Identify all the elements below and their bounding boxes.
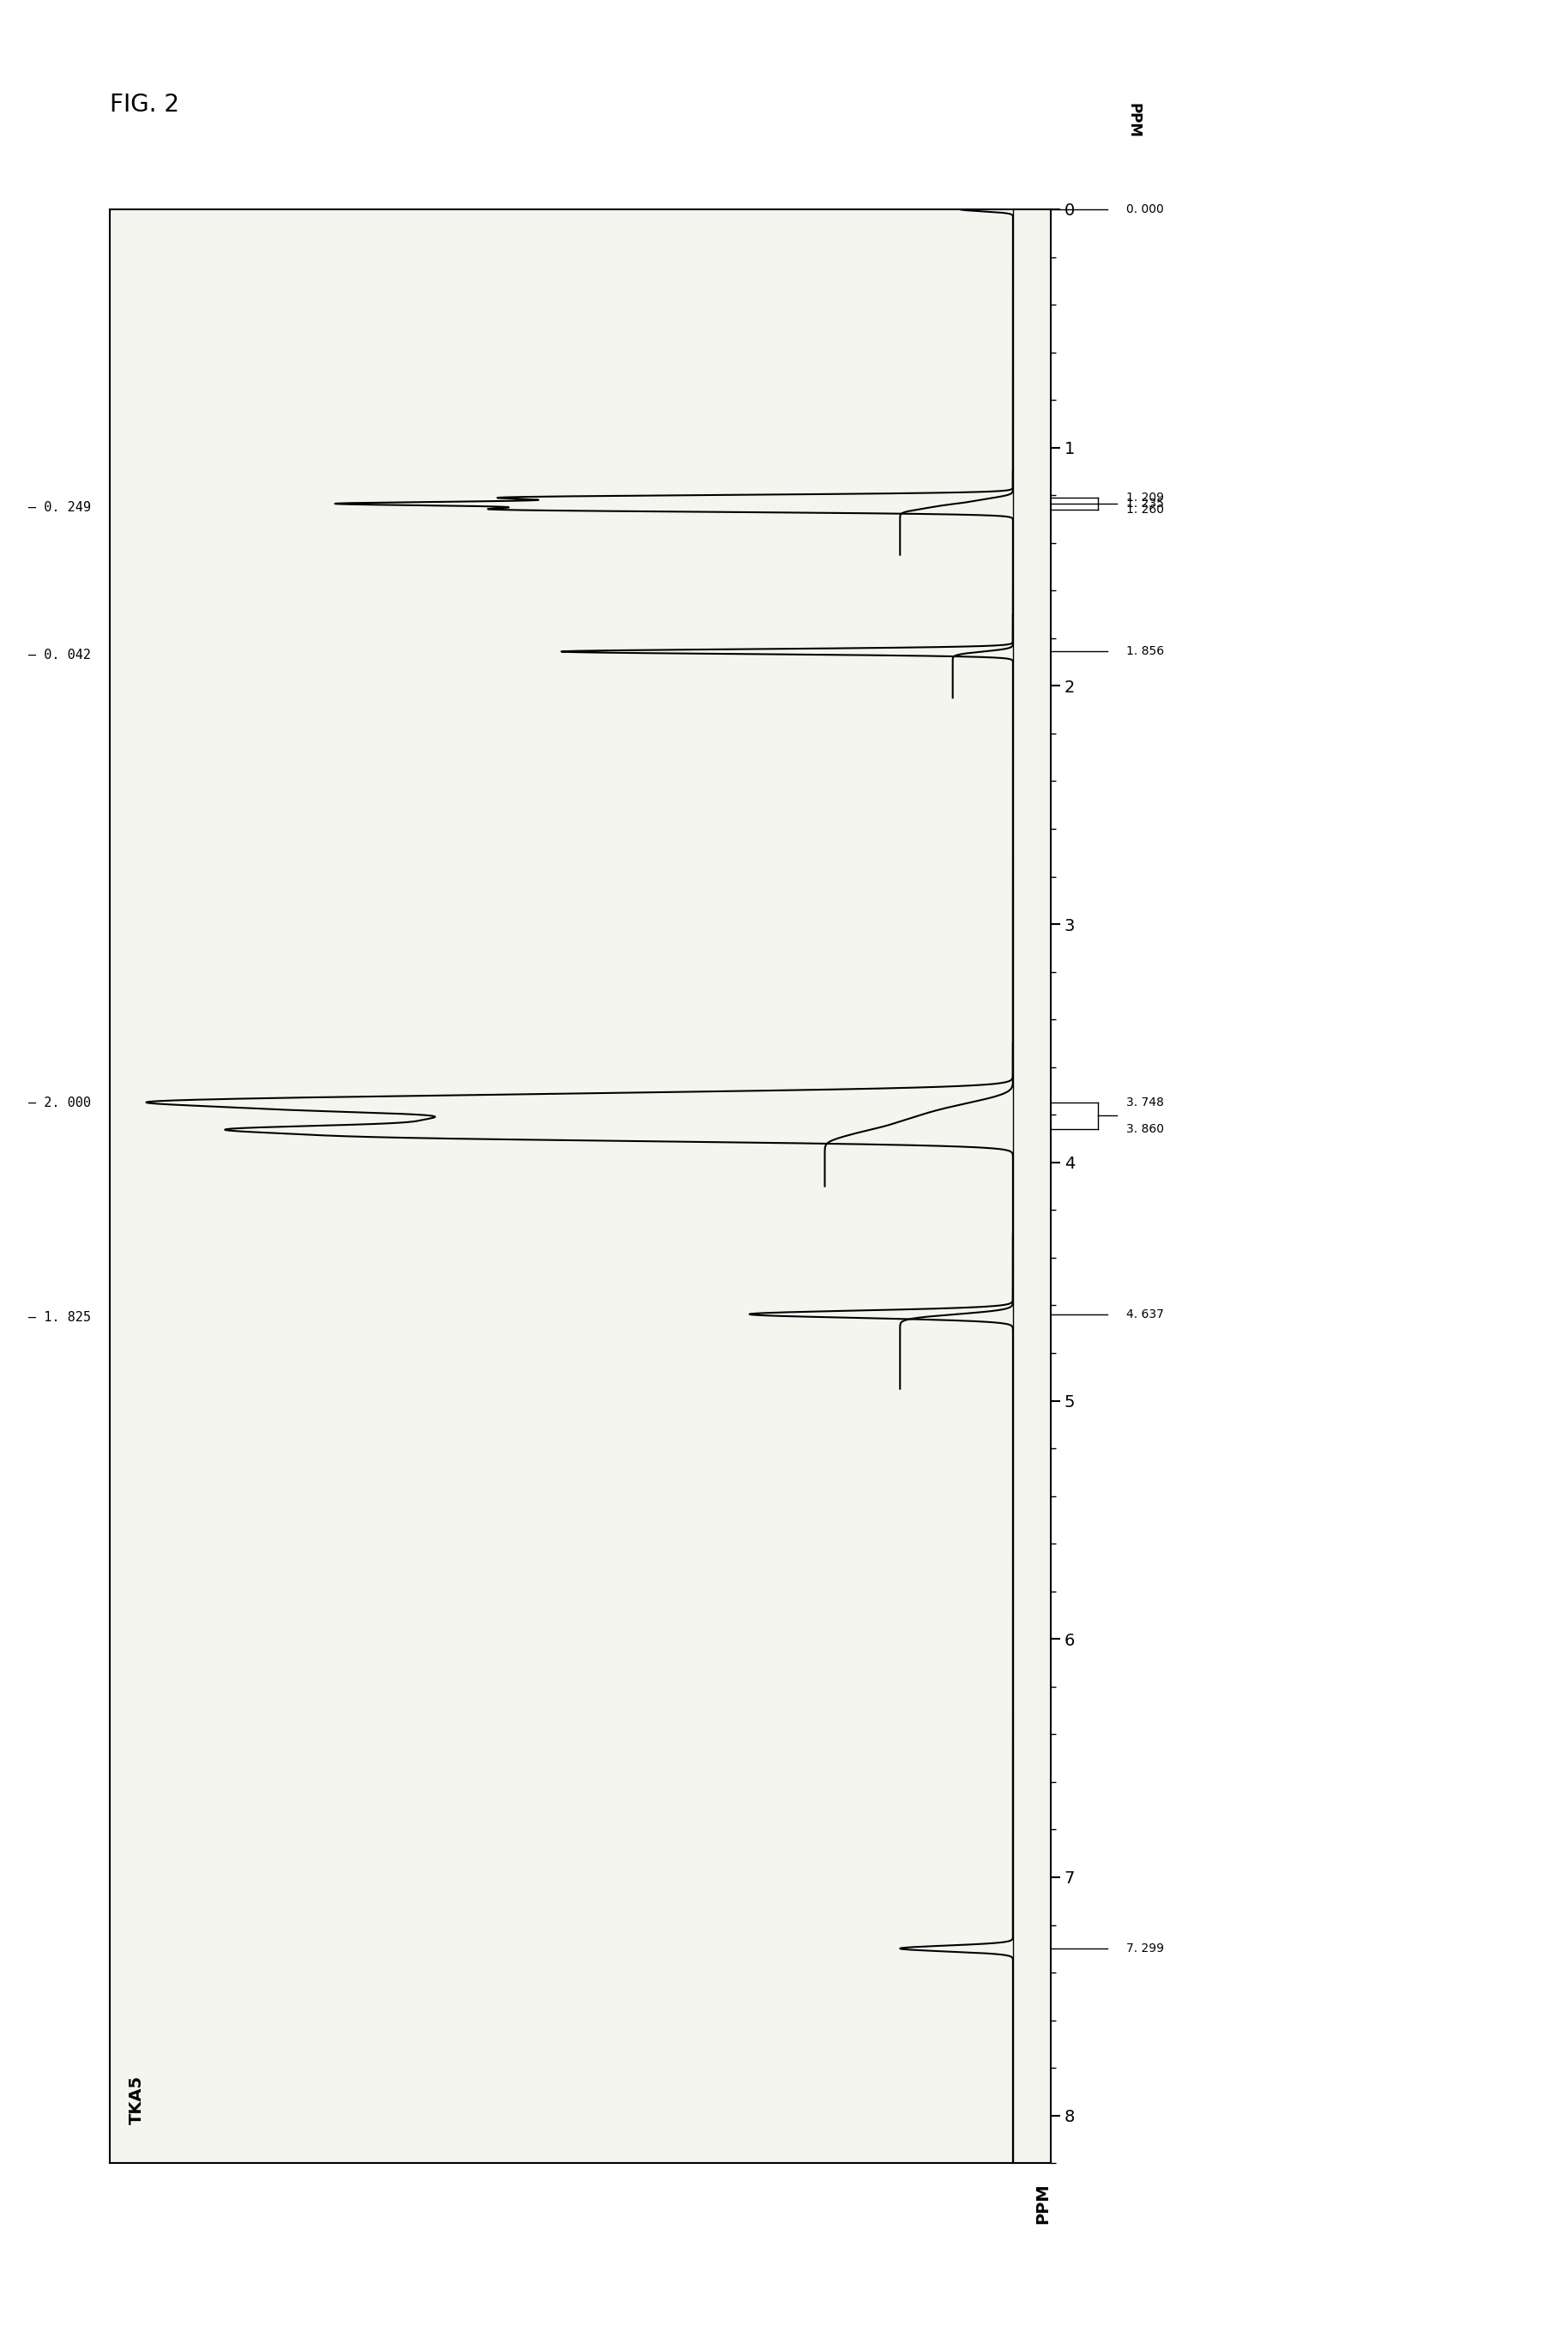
Text: 1. 209: 1. 209 (1126, 491, 1163, 502)
Text: PPM: PPM (1035, 2182, 1051, 2224)
Text: — 0. 042: — 0. 042 (28, 649, 91, 661)
Text: 4. 637: 4. 637 (1126, 1307, 1163, 1321)
Text: 1. 235: 1. 235 (1126, 498, 1163, 509)
Text: — 1. 825: — 1. 825 (28, 1312, 91, 1323)
Text: 0. 000: 0. 000 (1126, 202, 1163, 216)
Text: 3. 748: 3. 748 (1126, 1096, 1163, 1110)
Text: — 0. 249: — 0. 249 (28, 500, 91, 514)
Text: 1. 260: 1. 260 (1126, 502, 1163, 516)
Text: TKA5: TKA5 (129, 2075, 144, 2124)
Text: 7. 299: 7. 299 (1126, 1942, 1163, 1954)
Text: 3. 860: 3. 860 (1126, 1123, 1163, 1135)
Text: — 2. 000: — 2. 000 (28, 1096, 91, 1110)
Text: PPM: PPM (1126, 102, 1142, 137)
Text: 1. 856: 1. 856 (1126, 647, 1163, 658)
Text: FIG. 2: FIG. 2 (110, 93, 179, 116)
